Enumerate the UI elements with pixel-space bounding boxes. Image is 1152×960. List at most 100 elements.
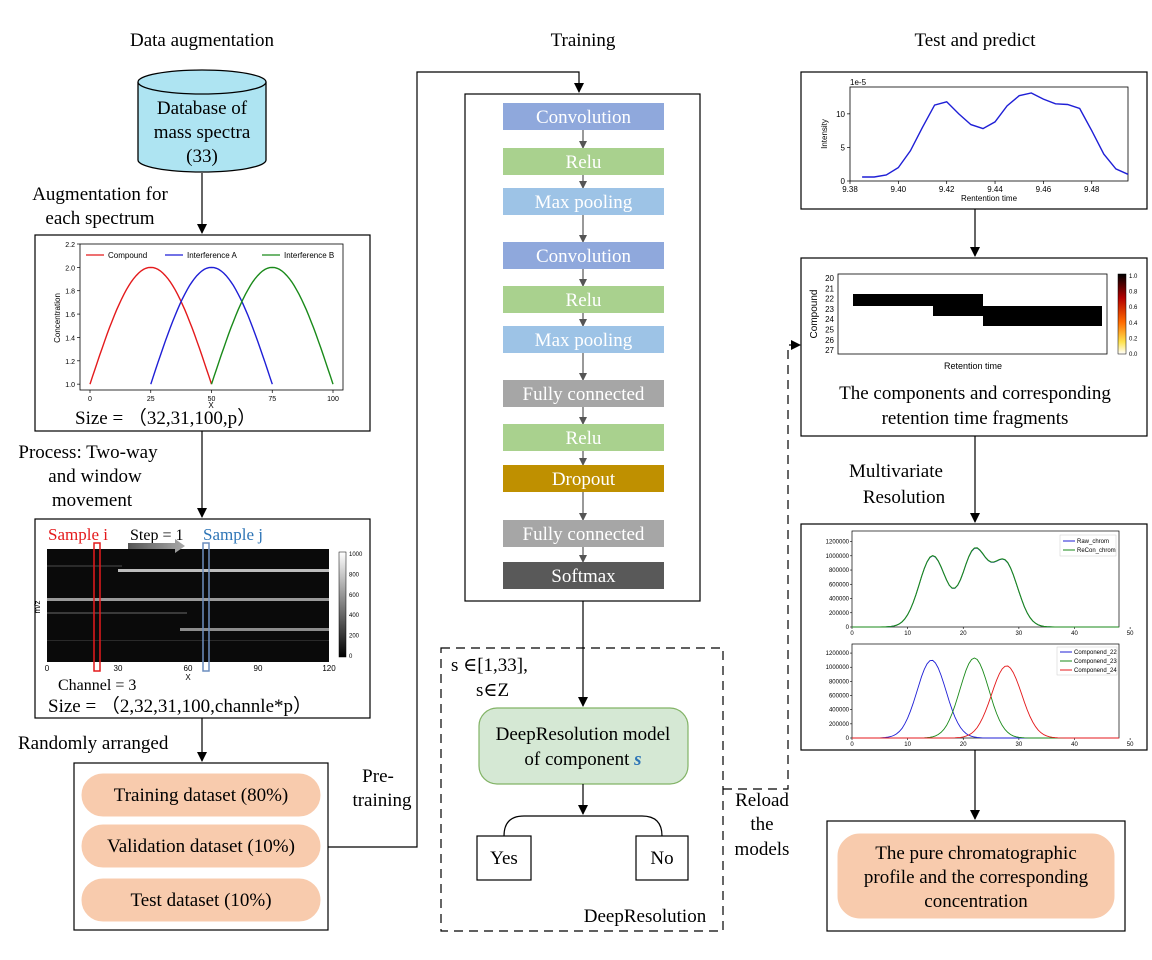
layer-label-7: Relu <box>566 428 602 449</box>
size-label-1: Size = （32,31,100,p） <box>75 407 256 429</box>
aug-ytick: 2.0 <box>65 265 75 272</box>
heatmap-cbar-tick: 200 <box>349 634 360 640</box>
legend-recon-chrom: ReCon_chrom <box>1077 548 1116 554</box>
layer-label-4: Relu <box>566 290 602 311</box>
aug-ytick: 2.2 <box>65 242 75 249</box>
mcr_bottom-ytick: 1200000 <box>826 651 850 657</box>
mcr_top-ytick: 600000 <box>829 582 850 588</box>
mcr-bottom-curve-2 <box>852 665 1119 739</box>
dataset-validation: Validation dataset (10%) <box>81 824 321 868</box>
mcr-bottom-chart: 0 200000 400000 600000 800000 1000000 1200000 0… <box>826 643 1134 748</box>
legend-interference-a: Interference A <box>187 251 237 260</box>
mcr_bottom-xtick: 40 <box>1071 742 1078 748</box>
mcr-label-1: Multivariate <box>849 461 943 482</box>
model-label-2: of component s <box>524 749 641 770</box>
legend-interference-b: Interference B <box>284 251 334 260</box>
test-plot-exponent: 1e-5 <box>850 78 867 87</box>
mcr_top-ytick: 200000 <box>829 611 850 617</box>
mcr_bottom-xtick: 0 <box>850 742 854 748</box>
compound-map-xlabel: Retention time <box>944 361 1002 371</box>
mcr_bottom-xtick: 10 <box>904 742 911 748</box>
layer-label-3: Convolution <box>536 246 632 267</box>
dataset-validation-label: Validation dataset (10%) <box>107 836 295 857</box>
legend-raw-chrom: Raw_chrom <box>1077 539 1109 545</box>
mcr-bottom-legend: Componend_22 Componend_23 Componend_24 <box>1056 646 1117 676</box>
layer-10 <box>503 562 664 589</box>
compound-cbar-tick: 0.0 <box>1129 352 1138 358</box>
compound-map-colorbar <box>1117 273 1127 355</box>
aug-ytick: 1.8 <box>65 289 75 296</box>
column-title-test: Test and predict <box>914 30 1036 51</box>
pretraining-label-2: training <box>352 790 412 811</box>
process-label-1: Process: Two-way <box>18 442 158 463</box>
mcr_bottom-ytick: 400000 <box>829 708 850 714</box>
augmentation-label-1: Augmentation for <box>32 184 168 205</box>
heatmap-xtick: 90 <box>254 664 263 673</box>
sample-i-label: Sample i <box>48 525 108 544</box>
sample-j-window <box>202 542 210 672</box>
compound-ytick: 21 <box>825 284 834 293</box>
mcr_top-xtick: 10 <box>904 631 911 637</box>
test-xtick: 9.46 <box>1036 185 1052 194</box>
mcr_top-ytick: 0 <box>846 625 850 631</box>
layer-2 <box>503 188 664 215</box>
heatmap-ylabel: m/z <box>33 601 42 614</box>
layer-label-8: Dropout <box>552 469 616 490</box>
mcr-label-2: Resolution <box>863 487 946 508</box>
test-xtick: 9.44 <box>987 185 1003 194</box>
layer-6 <box>503 380 664 407</box>
heatmap-cbar-tick: 1000 <box>349 552 363 558</box>
mcr_top-xtick: 40 <box>1071 631 1078 637</box>
mcr_top-xtick: 30 <box>1016 631 1023 637</box>
layer-label-1: Relu <box>566 152 602 173</box>
test-ytick: 5 <box>841 143 846 152</box>
heatmap-xtick: 120 <box>322 664 336 673</box>
test-plot-curve <box>862 92 1129 178</box>
compound-map-caption-1: The components and corresponding <box>839 383 1111 404</box>
mcr_top-ytick: 400000 <box>829 597 850 603</box>
mcr_bottom-ytick: 800000 <box>829 679 850 685</box>
deepresolution-label: DeepResolution <box>584 906 707 927</box>
compound-map-block-23 <box>933 294 983 316</box>
layer-4 <box>503 286 664 313</box>
final-result-node: The pure chromatographic profile and the… <box>837 833 1115 919</box>
reload-label-3: models <box>735 839 790 860</box>
heatmap-cbar-tick: 0 <box>349 654 353 660</box>
aug-xtick: 0 <box>88 396 92 403</box>
reload-label-1: Reload <box>735 790 789 811</box>
condition-label-2: s∈Z <box>476 680 509 701</box>
database-label-3: (33) <box>186 146 218 167</box>
decision-no-label: No <box>650 848 673 869</box>
compound-map-caption-2: retention time fragments <box>882 408 1069 429</box>
step-arrow <box>128 539 185 553</box>
step-label: Step = 1 <box>130 527 183 544</box>
layer-label-9: Fully connected <box>523 524 645 545</box>
final-label-3: concentration <box>924 891 1028 912</box>
process-label-2: and window <box>48 466 142 487</box>
test-xtick: 9.48 <box>1084 185 1100 194</box>
heatmap-cbar-tick: 800 <box>349 572 360 578</box>
test-ytick: 10 <box>836 110 845 119</box>
mcr_top-xtick: 50 <box>1127 631 1134 637</box>
compound-cbar-tick: 1.0 <box>1129 274 1138 280</box>
aug-ytick: 1.2 <box>65 359 75 366</box>
mcr_top-ytick: 1000000 <box>826 554 850 560</box>
decision-yes: Yes <box>476 835 532 881</box>
heatmap-cbar-tick: 600 <box>349 593 360 599</box>
mcr_bottom-xtick: 50 <box>1127 742 1134 748</box>
compound-ytick: 26 <box>825 336 834 345</box>
test-plot-ylabel: Intensity <box>820 119 829 149</box>
layer-label-10: Softmax <box>551 566 616 587</box>
dataset-test-label: Test dataset (10%) <box>130 890 271 911</box>
heatmap-cbar-tick: 400 <box>349 613 360 619</box>
mcr_top-xtick: 0 <box>850 631 854 637</box>
aug-xtick: 75 <box>268 396 276 403</box>
mcr_bottom-xtick: 30 <box>1016 742 1023 748</box>
compound-map-block-22 <box>853 294 933 306</box>
augmentation-xlabel: X <box>208 401 214 410</box>
augmentation-label-2: each spectrum <box>45 208 154 229</box>
layer-5 <box>503 326 664 353</box>
augmentation-plot-frame <box>34 234 371 432</box>
compound-ytick: 22 <box>825 295 834 304</box>
